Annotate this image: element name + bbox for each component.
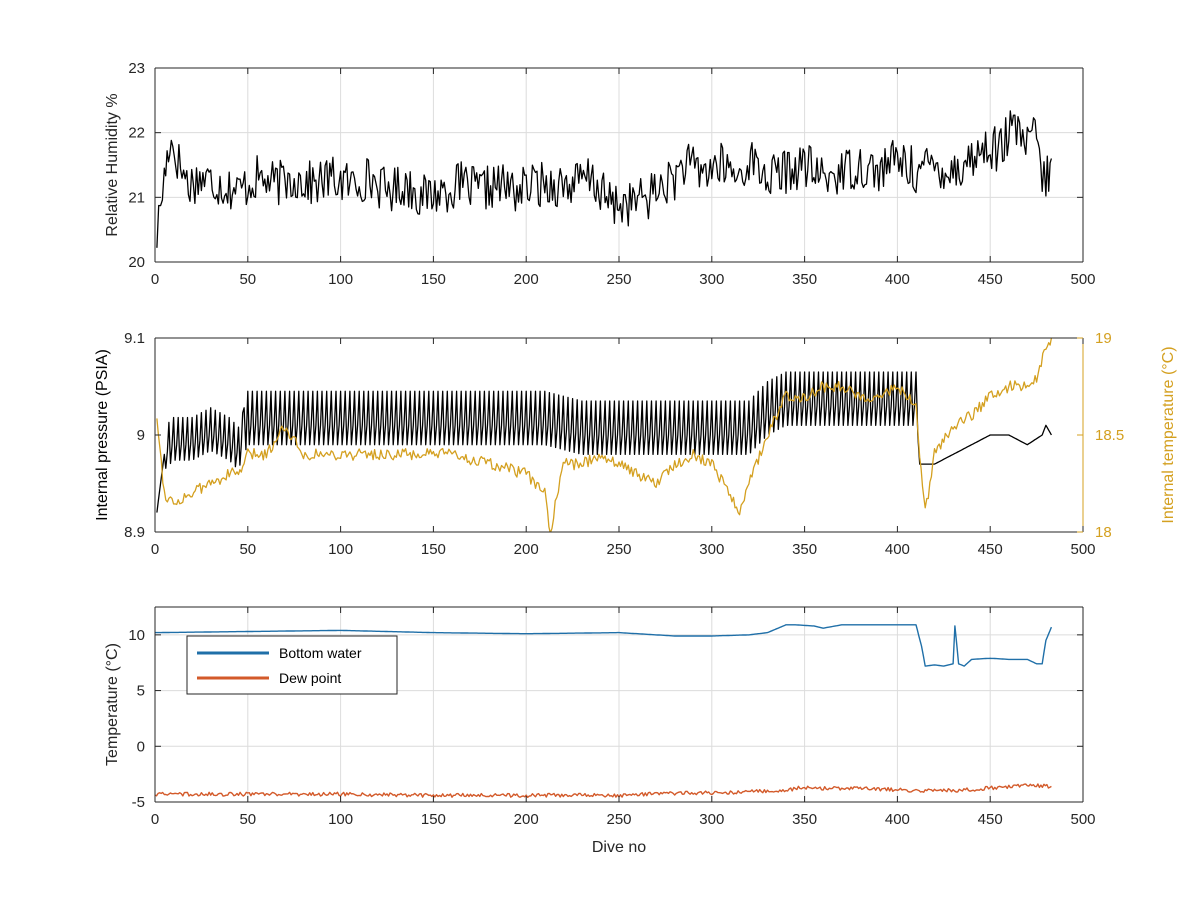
x-tick-label: 150 <box>421 541 446 558</box>
series-line-series-0 <box>156 371 1052 513</box>
y-axis-label: Internal pressure (PSIA) <box>94 349 111 521</box>
x-tick-label: 0 <box>151 811 159 828</box>
temperature-panel: 0 50 100 150 200 250 300 350 400 450 500 -5 0 5 10 Temp… <box>104 606 1096 856</box>
x-tick-label: 200 <box>514 811 539 828</box>
x-tick-label: 150 <box>421 271 446 288</box>
x-tick-label: 50 <box>239 271 256 288</box>
y-tick-label-right: 18 <box>1095 524 1112 541</box>
y-axis-label-right: Internal temperature (°C) <box>1160 346 1177 523</box>
x-tick-label: 200 <box>514 541 539 558</box>
x-tick-label: 250 <box>606 541 631 558</box>
y-axis-label: Temperature (°C) <box>104 643 121 766</box>
humidity-panel: 0 50 100 150 200 250 300 350 400 450 500 20 21 22 23 Re… <box>104 60 1096 288</box>
series-line-internal-temperature <box>156 338 1053 532</box>
series-line-bottom-water <box>155 624 1053 667</box>
x-tick-label: 250 <box>606 811 631 828</box>
legend-label: Bottom water <box>279 645 362 661</box>
legend-box <box>186 635 398 695</box>
x-tick-label: 450 <box>978 541 1003 558</box>
pressure-temperature-panel: 0 50 100 150 200 250 300 350 400 450 500 8.9 9 9.1 18 1… <box>94 330 1177 558</box>
y-tick-label: 10 <box>128 627 145 644</box>
y-tick-label: 8.9 <box>124 524 145 541</box>
x-tick-label: 350 <box>792 811 817 828</box>
x-tick-label: 450 <box>978 271 1003 288</box>
x-tick-label: 400 <box>885 811 910 828</box>
y-tick-label: 20 <box>128 254 145 271</box>
x-tick-label: 200 <box>514 271 539 288</box>
x-tick-label: 50 <box>239 811 256 828</box>
y-tick-label: 5 <box>137 683 145 700</box>
x-tick-label: 50 <box>239 541 256 558</box>
x-tick-label: 150 <box>421 811 446 828</box>
x-tick-label: 500 <box>1070 541 1095 558</box>
x-tick-label: 300 <box>699 811 724 828</box>
x-tick-label: 0 <box>151 271 159 288</box>
x-tick-label: 300 <box>699 541 724 558</box>
x-tick-label: 100 <box>328 271 353 288</box>
x-tick-label: 0 <box>151 541 159 558</box>
x-axis-label: Dive no <box>592 839 646 856</box>
y-tick-label-right: 18.5 <box>1095 427 1124 444</box>
legend-label: Dew point <box>279 670 341 686</box>
y-tick-label: 23 <box>128 60 145 77</box>
x-tick-label: 350 <box>792 271 817 288</box>
series-line-dew-point <box>155 783 1052 798</box>
x-tick-label: 100 <box>328 811 353 828</box>
x-tick-label: 350 <box>792 541 817 558</box>
x-tick-label: 300 <box>699 271 724 288</box>
y-tick-label: 21 <box>128 189 145 206</box>
y-tick-label-right: 19 <box>1095 330 1112 347</box>
x-tick-label: 400 <box>885 271 910 288</box>
x-tick-label: 500 <box>1070 271 1095 288</box>
y-axis-label: Relative Humidity % <box>104 93 121 236</box>
y-tick-label: -5 <box>132 794 145 811</box>
x-tick-label: 400 <box>885 541 910 558</box>
y-tick-label: 22 <box>128 125 145 142</box>
y-tick-label: 0 <box>137 738 145 755</box>
y-tick-label: 9.1 <box>124 330 145 347</box>
legend: Bottom water Dew point <box>186 635 398 695</box>
x-tick-label: 100 <box>328 541 353 558</box>
series-line-series-0 <box>156 110 1053 248</box>
x-tick-label: 250 <box>606 271 631 288</box>
x-tick-label: 500 <box>1070 811 1095 828</box>
x-tick-label: 450 <box>978 811 1003 828</box>
y-tick-label: 9 <box>137 427 145 444</box>
